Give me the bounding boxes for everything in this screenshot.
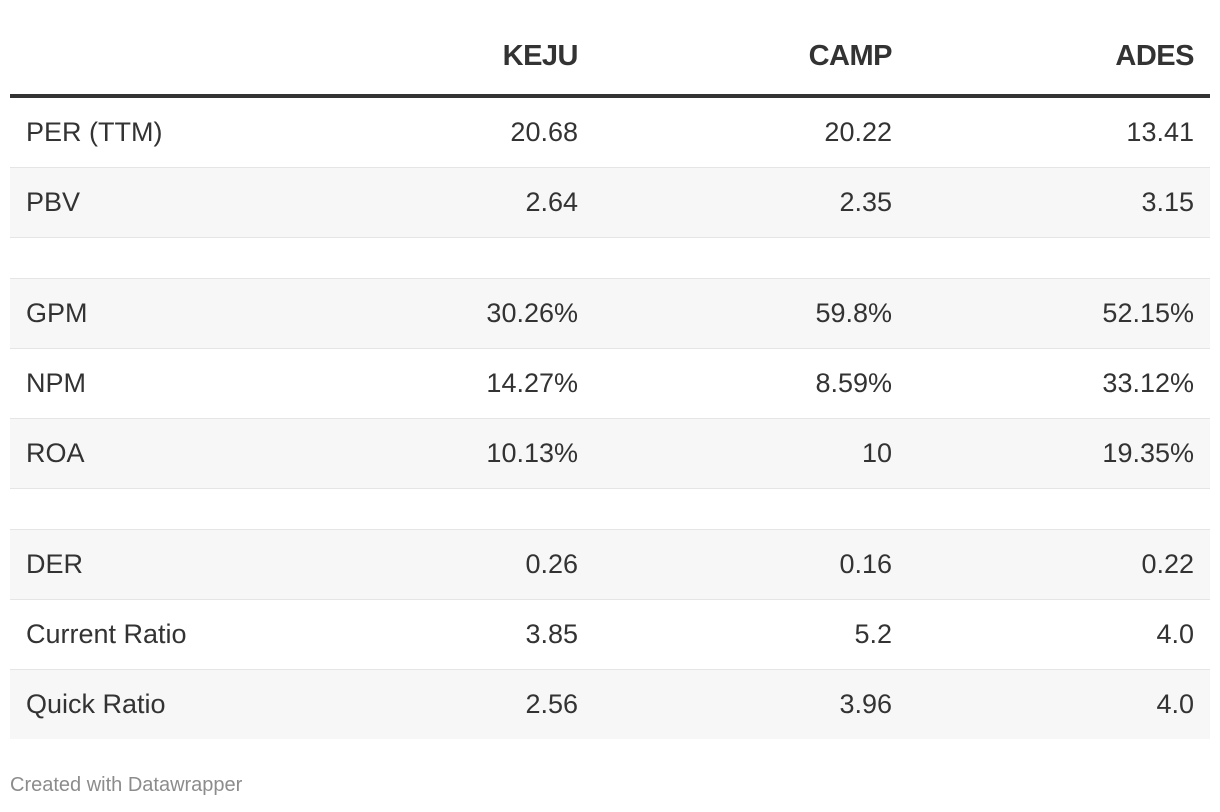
- cell-ades: 13.41: [1126, 117, 1194, 147]
- row-label: PBV: [26, 187, 81, 217]
- cell-keju: 2.64: [525, 187, 578, 217]
- cell-keju: 20.68: [510, 117, 578, 147]
- cell-camp: 8.59%: [815, 368, 892, 398]
- cell-ades: 52.15%: [1102, 298, 1194, 328]
- cell-ades: 3.15: [1141, 187, 1194, 217]
- cell-camp: 10: [861, 438, 892, 468]
- cell-camp: 59.8%: [815, 298, 892, 328]
- table-row: ROA 10.13% 10 19.35%: [10, 419, 1210, 489]
- row-label: ROA: [26, 438, 85, 468]
- table-row: NPM 14.27% 8.59% 33.12%: [10, 349, 1210, 419]
- cell-keju: 30.26%: [486, 298, 578, 328]
- cell-camp: 0.16: [839, 549, 892, 579]
- row-label: GPM: [26, 298, 88, 328]
- comparison-table: KEJU CAMP ADES PER (TTM) 20.68 20.22 13.…: [10, 0, 1210, 739]
- table-row: PER (TTM) 20.68 20.22 13.41: [10, 98, 1210, 168]
- cell-camp: 5.2: [854, 619, 892, 649]
- row-label: DER: [26, 549, 84, 579]
- cell-keju: 0.26: [525, 549, 578, 579]
- table-row-spacer: [10, 238, 1210, 279]
- table-row: GPM 30.26% 59.8% 52.15%: [10, 279, 1210, 349]
- cell-ades: 33.12%: [1102, 368, 1194, 398]
- row-label: PER (TTM): [26, 117, 163, 147]
- cell-ades: 4.0: [1156, 619, 1194, 649]
- cell-camp: 3.96: [839, 689, 892, 719]
- cell-keju: 14.27%: [486, 368, 578, 398]
- cell-camp: 20.22: [824, 117, 892, 147]
- table-row: Current Ratio 3.85 5.2 4.0: [10, 600, 1210, 670]
- cell-keju: 3.85: [525, 619, 578, 649]
- cell-camp: 2.35: [839, 187, 892, 217]
- table-header: KEJU CAMP ADES: [10, 0, 1210, 98]
- row-label: Current Ratio: [26, 619, 187, 649]
- table-row-spacer: [10, 489, 1210, 530]
- table-row: PBV 2.64 2.35 3.15: [10, 168, 1210, 238]
- footer-credit: Created with Datawrapper: [10, 774, 243, 796]
- cell-ades: 19.35%: [1102, 438, 1194, 468]
- cell-ades: 0.22: [1141, 549, 1194, 579]
- row-label: NPM: [26, 368, 86, 398]
- cell-keju: 2.56: [525, 689, 578, 719]
- column-header-camp: CAMP: [808, 40, 893, 72]
- table-row: DER 0.26 0.16 0.22: [10, 530, 1210, 600]
- cell-ades: 4.0: [1156, 689, 1194, 719]
- row-label: Quick Ratio: [26, 689, 166, 719]
- table-row: Quick Ratio 2.56 3.96 4.0: [10, 670, 1210, 739]
- column-header-ades: ADES: [1115, 40, 1194, 72]
- column-header-keju: KEJU: [502, 40, 579, 72]
- cell-keju: 10.13%: [486, 438, 578, 468]
